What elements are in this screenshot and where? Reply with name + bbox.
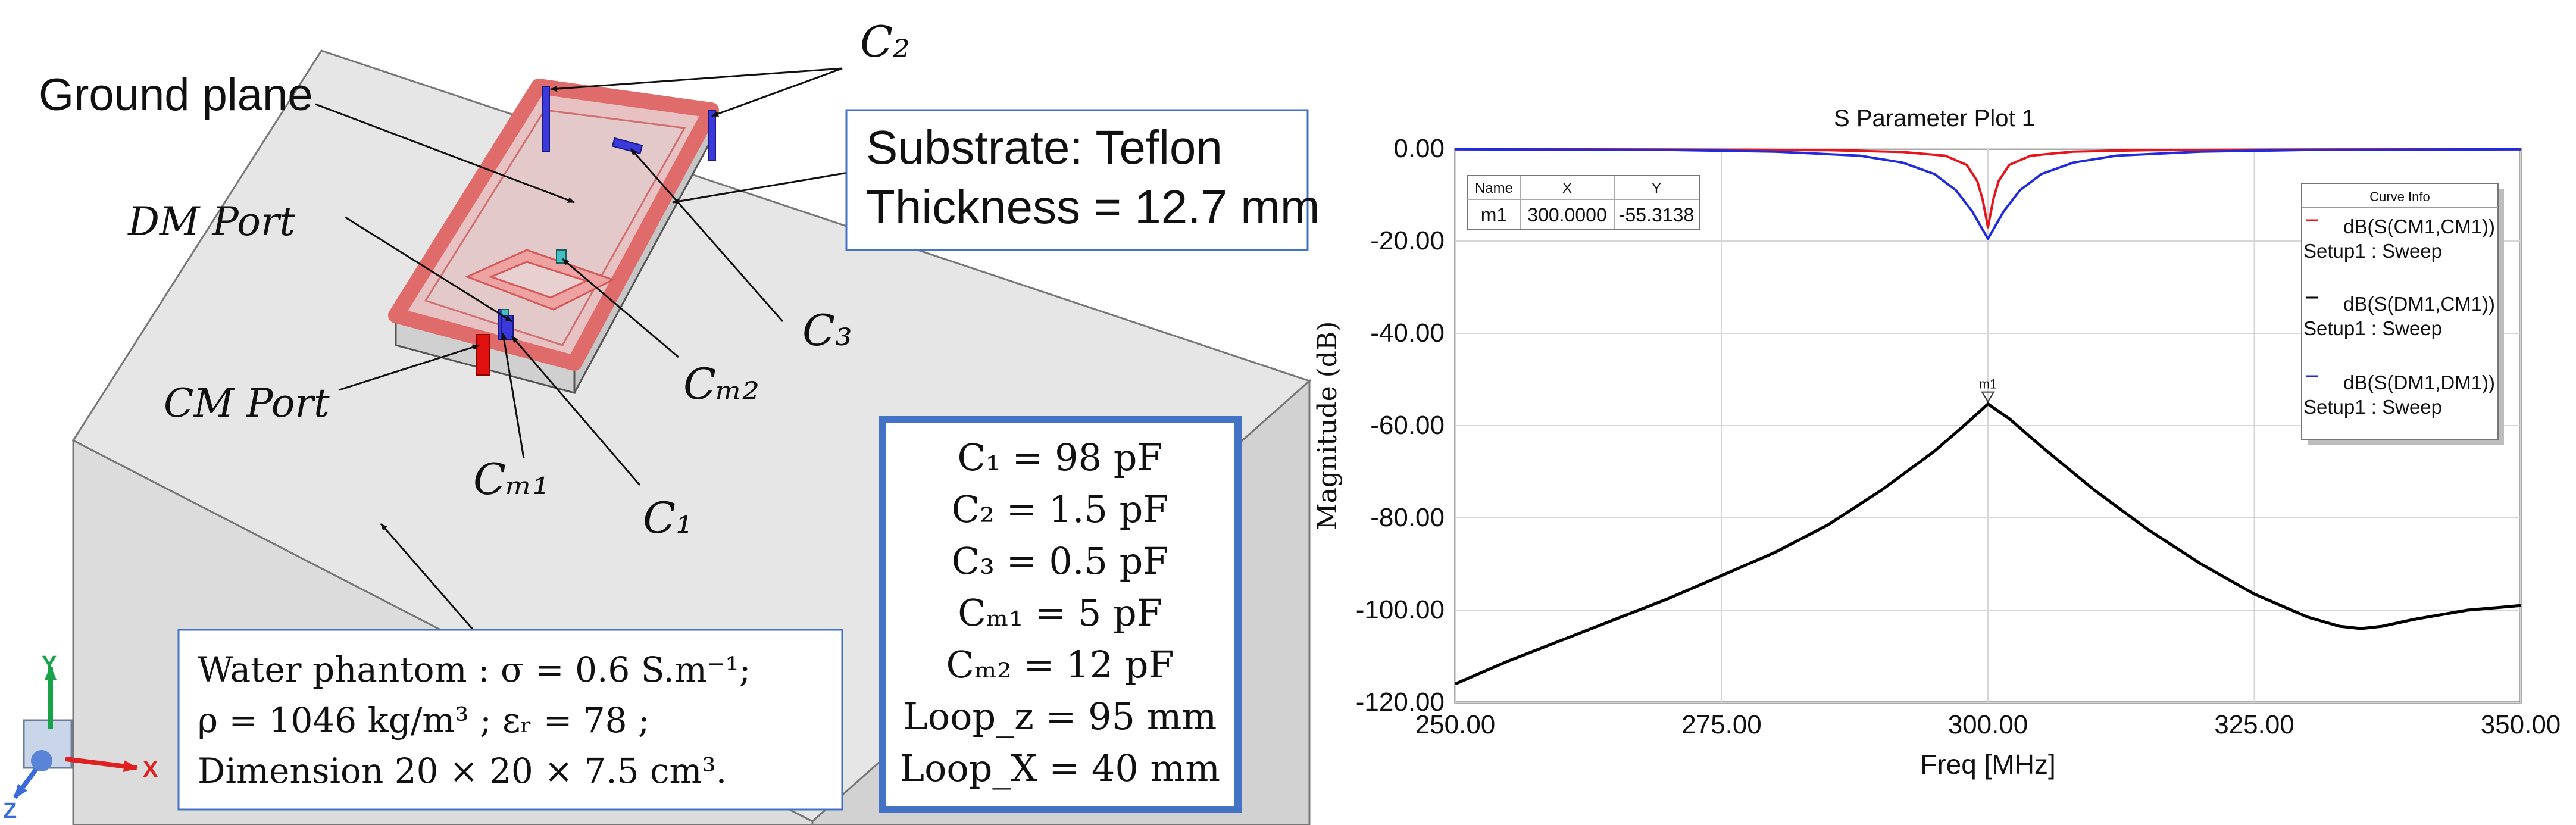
y-tick-label: -60.00 xyxy=(1370,411,1445,440)
arrow-c2-left xyxy=(550,67,843,92)
marker-table: Name X Y m1 300.0000 -55.3138 xyxy=(1467,175,1700,230)
capacitor-c2-left xyxy=(542,86,550,152)
y-tick-labels: 0.00 -20.00 -40.00 -60.00 -80.00 -100.00 -120.… xyxy=(1356,134,1445,717)
marker-table-header-y: Y xyxy=(1652,180,1661,196)
capacitor-c2-right xyxy=(708,110,716,161)
marker-table-cell-x: 300.0000 xyxy=(1527,204,1606,226)
label-dm-port: DM Port xyxy=(127,199,295,245)
series-lines xyxy=(1455,148,2521,686)
triad-label-y: Y xyxy=(42,652,57,677)
phantom-line2: ρ = 1046 kg/m³ ; εᵣ = 78 ; xyxy=(198,700,650,740)
arrow-c1 xyxy=(511,336,641,486)
marker-glyphs: m1 xyxy=(1979,377,1997,403)
legend: Curve Info dB(S(CM1,CM1)) Setup1 : Sweep… xyxy=(2301,183,2504,445)
arrow-phantom xyxy=(380,523,474,630)
x-tick-label: 250.00 xyxy=(1415,710,1496,739)
marker-table-frame xyxy=(1467,175,1700,230)
x-tick-labels: 250.00 275.00 300.00 325.00 350.00 xyxy=(1415,710,2561,739)
label-c2: C₂ xyxy=(860,17,910,67)
cm-port-feed xyxy=(476,334,490,376)
legend-label-dm1dm1: dB(S(DM1,DM1)) xyxy=(2343,371,2495,393)
y-axis-label: Magnitude (dB) xyxy=(1312,321,1343,530)
label-cm2: Cₘ₂ xyxy=(683,359,759,409)
param-line: C₂ = 1.5 pF xyxy=(952,488,1169,531)
y-tick-label: -40.00 xyxy=(1370,318,1445,348)
triad-x-axis xyxy=(65,757,138,773)
arrow-cm1 xyxy=(501,333,525,459)
legend-setup-dm1dm1: Setup1 : Sweep xyxy=(2303,396,2442,418)
y-tick-label: -100.00 xyxy=(1356,595,1445,624)
arrow-dm-port xyxy=(345,216,512,323)
param-line: C₁ = 98 pF xyxy=(958,436,1163,479)
chart-title: S Parameter Plot 1 xyxy=(1834,105,2035,132)
axes-triad: Y X Z xyxy=(3,652,158,824)
phantom-box xyxy=(177,629,843,811)
triad-label-z: Z xyxy=(3,799,17,824)
x-tick-label: 325.00 xyxy=(2214,710,2294,739)
series-line-0 xyxy=(1455,148,2521,229)
legend-label-dm1cm1: dB(S(DM1,CM1)) xyxy=(2343,293,2495,315)
x-tick-label: 275.00 xyxy=(1681,710,1762,739)
s-parameter-plot: S Parameter Plot 1 0.00 -20.00 -40.00 -60.0… xyxy=(1312,105,2561,780)
label-c1: C₁ xyxy=(643,493,693,543)
arrow-cm-port xyxy=(339,344,480,391)
param-line: Loop_z = 95 mm xyxy=(904,695,1217,738)
marker-table-cell-name: m1 xyxy=(1481,204,1507,226)
legend-frame xyxy=(2301,183,2499,440)
arrow-ground-plane xyxy=(315,103,575,204)
marker-table-cell-y: -55.3138 xyxy=(1619,204,1694,226)
substrate-line1: Substrate: Teflon xyxy=(866,121,1223,174)
legend-title: Curve Info xyxy=(2369,189,2430,204)
param-line: Cₘ₂ = 12 pF xyxy=(946,643,1174,686)
label-cm-port: CM Port xyxy=(164,380,330,426)
param-line: Loop_X = 40 mm xyxy=(900,746,1220,790)
triad-origin xyxy=(31,750,52,771)
marker-label: m1 xyxy=(1979,377,1997,392)
x-axis-label: Freq [MHz] xyxy=(1920,749,2055,780)
phantom-line3: Dimension 20 × 20 × 7.5 cm³. xyxy=(198,751,727,791)
marker-table-header-x: X xyxy=(1562,180,1572,196)
arrow-substrate xyxy=(672,171,849,205)
y-tick-label: -120.00 xyxy=(1356,688,1445,717)
x-tick-label: 300.00 xyxy=(1948,710,2028,739)
params-box xyxy=(879,416,1242,813)
model-diagram: Ground plane DM Port CM Port C₂ C₃ Cₘ₂ C… xyxy=(3,17,1320,825)
x-tick-label: 350.00 xyxy=(2481,710,2561,739)
label-c3: C₃ xyxy=(802,305,852,355)
y-tick-label: 0.00 xyxy=(1393,134,1445,163)
series-line-1 xyxy=(1455,402,2521,686)
label-ground-plane: Ground plane xyxy=(39,70,313,120)
triad-label-x: X xyxy=(143,757,158,782)
param-line: C₃ = 0.5 pF xyxy=(952,539,1169,583)
y-tick-label: -80.00 xyxy=(1370,503,1445,532)
label-cm1: Cₘ₁ xyxy=(473,454,549,504)
inner-loop-inner xyxy=(488,261,589,299)
arrow-c2-right xyxy=(711,67,843,117)
series-line-2 xyxy=(1455,148,2521,240)
substrate-line2: Thickness = 12.7 mm xyxy=(866,180,1320,233)
legend-setup-dm1cm1: Setup1 : Sweep xyxy=(2303,317,2442,339)
marker-triangle xyxy=(1981,391,1995,403)
substrate-box xyxy=(845,109,1309,251)
legend-label-cm1cm1: dB(S(CM1,CM1)) xyxy=(2343,215,2495,238)
arrow-c3 xyxy=(630,148,784,322)
y-tick-label: -20.00 xyxy=(1370,226,1445,255)
arrow-cm2 xyxy=(562,258,679,358)
phantom-line1: Water phantom : σ = 0.6 S.m⁻¹; xyxy=(198,649,751,690)
params-lines: C₁ = 98 pF C₂ = 1.5 pF C₃ = 0.5 pF Cₘ₁ = 5 … xyxy=(900,436,1220,790)
marker-table-header-name: Name xyxy=(1475,180,1513,196)
param-line: Cₘ₁ = 5 pF xyxy=(958,591,1162,635)
legend-setup-cm1cm1: Setup1 : Sweep xyxy=(2303,240,2442,262)
